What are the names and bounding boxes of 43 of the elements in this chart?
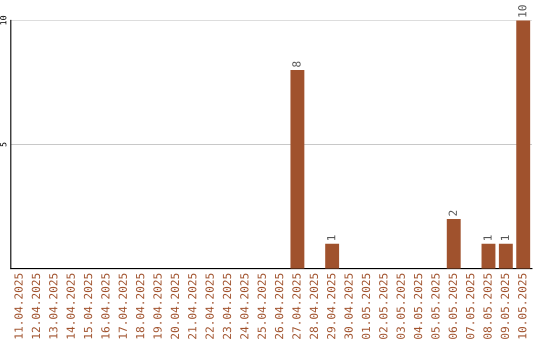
x-tick-label: 27.04.2025	[292, 274, 301, 339]
x-tick-label: 21.04.2025	[188, 274, 196, 339]
bar	[446, 218, 461, 269]
data-label: 1	[327, 235, 336, 240]
x-tick-label: 13.04.2025	[49, 274, 58, 338]
data-label: 2	[448, 210, 457, 216]
x-tick-label: 10.05.2025	[518, 274, 526, 338]
x-tick-label: 17.04.2025	[118, 274, 127, 338]
x-tick-label: 03.05.2025	[396, 274, 405, 339]
data-label: 8	[292, 62, 301, 67]
data-label: 1	[500, 235, 509, 240]
data-label: 1	[483, 235, 492, 240]
x-tick-label: 20.04.2025	[170, 274, 180, 339]
x-tick-label: 24.04.2025	[240, 274, 249, 339]
y-tick-label: 5	[0, 142, 6, 146]
bar	[290, 70, 304, 269]
bar	[498, 244, 513, 269]
x-tick-label: 14.04.2025	[66, 274, 75, 338]
x-tick-label: 16.04.2025	[101, 274, 110, 338]
data-label: 10	[518, 5, 526, 17]
bar	[516, 20, 530, 269]
x-tick-label: 29.04.2025	[326, 274, 336, 339]
x-tick-label: 12.04.2025	[32, 274, 40, 338]
x-tick-label: 04.05.2025	[414, 274, 422, 339]
x-tick-label: 26.04.2025	[274, 274, 284, 339]
x-tick-label: 23.04.2025	[222, 274, 232, 339]
x-tick-label: 28.04.2025	[310, 274, 318, 339]
bar	[325, 244, 340, 269]
x-tick-label: 08.05.2025	[483, 274, 492, 339]
x-tick-label: 01.05.2025	[362, 274, 370, 339]
x-tick-label: 09.05.2025	[500, 274, 510, 339]
x-tick-label: 15.04.2025	[84, 274, 92, 338]
x-tick-label: 06.05.2025	[448, 274, 457, 339]
x-tick-label: 25.04.2025	[258, 274, 266, 339]
bar	[482, 244, 496, 269]
x-tick-label: 05.05.2025	[431, 274, 440, 339]
x-tick-label: 07.05.2025	[466, 274, 474, 339]
x-tick-label: 30.04.2025	[344, 274, 353, 339]
x-tick-label: 19.04.2025	[153, 274, 162, 338]
x-tick-label: 18.04.2025	[136, 274, 144, 338]
x-tick-label: 22.04.2025	[205, 274, 214, 339]
x-tick-label: 11.04.2025	[14, 274, 23, 338]
x-tick-label: 02.05.2025	[379, 274, 388, 339]
